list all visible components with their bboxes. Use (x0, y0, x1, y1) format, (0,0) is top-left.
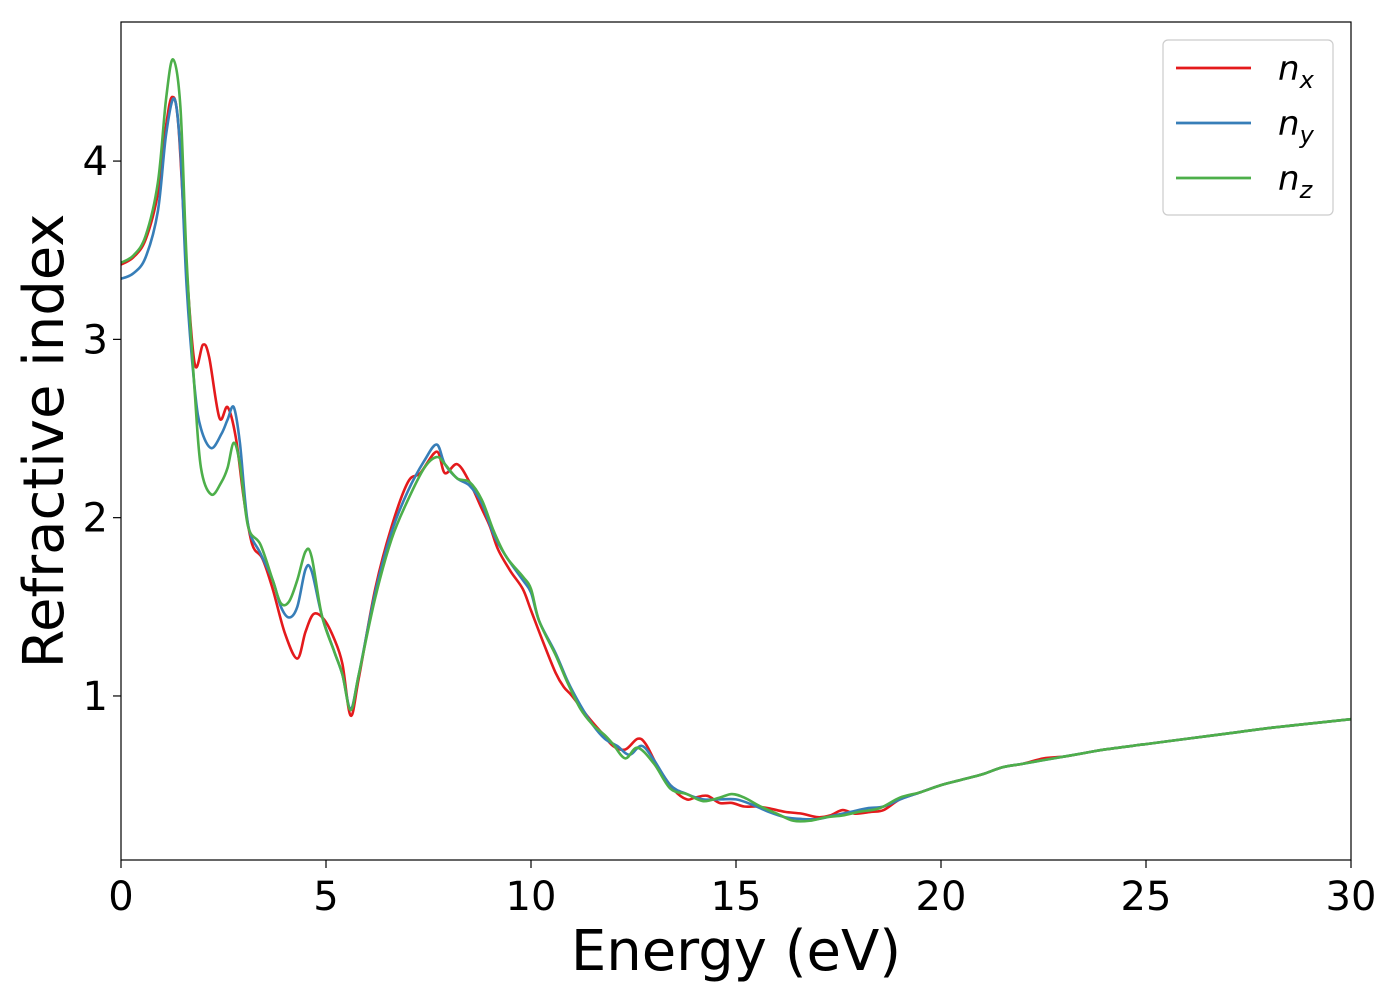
x-tick-label: 25 (1121, 874, 1172, 920)
legend-frame (1162, 39, 1334, 216)
series-line-nz (121, 58, 1351, 823)
series-layer (121, 58, 1351, 823)
y-tick-label: 2 (83, 496, 108, 542)
x-tick-label: 20 (916, 874, 967, 920)
x-tick-label: 5 (313, 874, 338, 920)
legend-label-nx: nx (1278, 49, 1315, 94)
y-axis-label: Refractive index (12, 214, 77, 669)
y-tick-label: 1 (83, 674, 108, 720)
x-tick-label: 15 (711, 874, 762, 920)
x-tick-label: 10 (506, 874, 557, 920)
legend: nx ny nz (1162, 39, 1334, 216)
x-tick-label: 30 (1326, 874, 1377, 920)
x-tick-label: 0 (108, 874, 133, 920)
x-axis-ticks: 0 5 10 15 20 25 30 (108, 860, 1376, 920)
x-axis-label: Energy (eV) (571, 919, 901, 984)
legend-label-ny: ny (1278, 104, 1315, 149)
y-axis-ticks: 1 2 3 4 (83, 139, 121, 720)
y-tick-label: 4 (83, 139, 108, 185)
legend-label-nz: nz (1278, 159, 1314, 204)
y-tick-label: 3 (83, 317, 108, 363)
